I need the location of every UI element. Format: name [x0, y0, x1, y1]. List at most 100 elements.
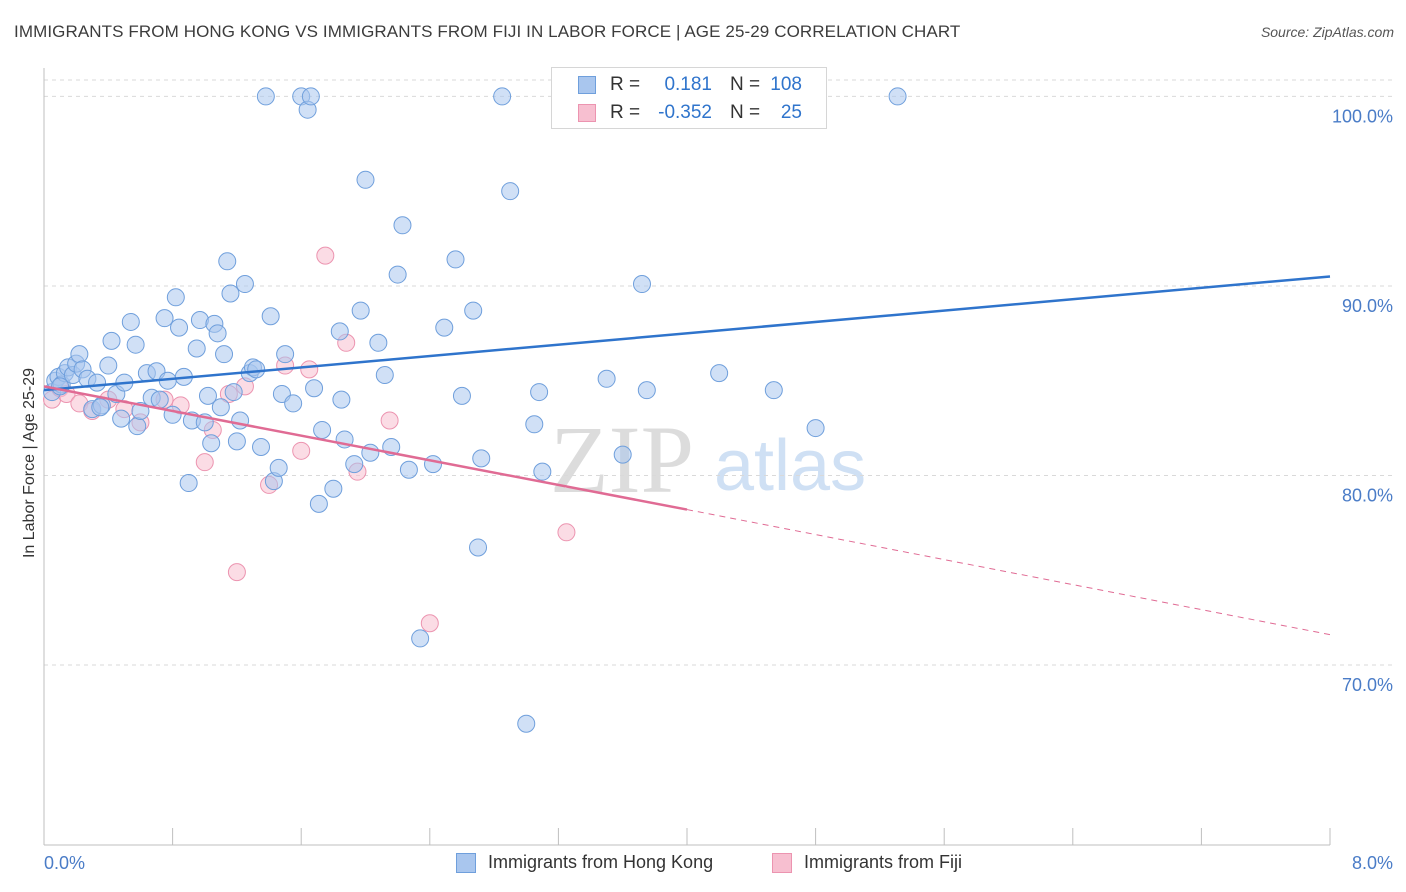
hong-kong-point: [411, 629, 430, 648]
fiji-point: [420, 614, 439, 633]
hong-kong-point: [399, 460, 418, 479]
hong-kong-point: [218, 252, 237, 271]
hong-kong-point: [472, 449, 491, 468]
legend-r-label: R =: [610, 102, 641, 123]
trend-lines: [43, 275, 1331, 636]
hong-kong-point: [493, 87, 512, 106]
fiji-point: [195, 453, 214, 472]
hong-kong-point: [227, 432, 246, 451]
hong-kong-point: [235, 275, 254, 294]
hong-kong-point: [424, 455, 443, 474]
axes: [43, 68, 1331, 846]
hong-kong-point: [221, 284, 240, 303]
hong-kong-point: [211, 398, 230, 417]
hong-kong-point: [888, 87, 907, 106]
hong-kong-point: [276, 345, 295, 364]
hong-kong-point: [231, 411, 250, 430]
hong-kong-point: [284, 394, 303, 413]
hong-kong-point: [51, 377, 70, 396]
hong-kong-point: [166, 288, 185, 307]
legend-swatch-pink: [578, 104, 596, 122]
legend-r-label: R =: [610, 74, 641, 95]
hong-kong-point: [533, 462, 552, 481]
bottom-legend-label: Immigrants from Fiji: [804, 852, 963, 872]
y-tick-label: 70.0%: [1342, 675, 1393, 695]
fiji-point: [557, 523, 576, 542]
hong-kong-point: [121, 312, 140, 331]
hong-kong-point: [202, 434, 221, 453]
hong-kong-point: [369, 333, 388, 352]
hong-kong-point: [198, 386, 217, 405]
legend-n-label: N =: [730, 74, 761, 95]
x-tick-label: 8.0%: [1352, 853, 1393, 873]
hong-kong-point: [215, 345, 234, 364]
hong-kong-point: [501, 182, 520, 201]
hong-kong-point: [806, 419, 825, 438]
x-tick-label: 0.0%: [44, 853, 85, 873]
legend-n-value: 108: [770, 74, 802, 95]
hong-kong-point: [388, 265, 407, 284]
hong-kong-point: [179, 474, 198, 493]
hong-kong-point: [252, 438, 271, 457]
legend-row-fiji: R = -0.352 N = 25: [552, 101, 826, 127]
hong-kong-point: [517, 714, 536, 733]
hong-kong-point: [150, 390, 169, 409]
hong-kong-point: [187, 339, 206, 358]
hong-kong-point: [91, 398, 110, 417]
hong-kong-point: [345, 455, 364, 474]
hong-kong-point: [99, 356, 118, 375]
hong-kong-point: [88, 373, 107, 392]
hong-kong-point: [710, 364, 729, 383]
hong-kong-point: [356, 170, 375, 189]
watermark: ZIP atlas: [550, 406, 866, 513]
hong-kong-point: [435, 318, 454, 337]
hong-kong-point: [126, 335, 145, 354]
hong-kong-point: [637, 381, 656, 400]
y-tick-label: 100.0%: [1332, 106, 1393, 126]
legend-n-label: N =: [730, 102, 761, 123]
hong-kong-points: [43, 87, 907, 733]
hong-kong-point: [324, 479, 343, 498]
hong-kong-point: [393, 216, 412, 235]
hong-kong-point: [301, 87, 320, 106]
hong-kong-point: [452, 386, 471, 405]
hong-kong-point: [530, 383, 549, 402]
hong-kong-point: [305, 379, 324, 398]
legend-r-value: -0.352: [658, 102, 712, 123]
hong-kong-point: [464, 301, 483, 320]
legend-row-hong-kong: R = 0.181 N = 108: [552, 73, 826, 99]
bottom-legend-swatch-blue: [456, 853, 476, 873]
fiji-point: [292, 441, 311, 460]
source-label: Source: ZipAtlas.com: [1260, 24, 1394, 40]
hong-kong-point: [469, 538, 488, 557]
hong-kong-point: [332, 390, 351, 409]
legend-n-value: 25: [780, 102, 802, 123]
hong-kong-trendline: [43, 275, 1331, 392]
hong-kong-point: [155, 309, 174, 328]
hong-kong-point: [102, 331, 121, 350]
y-tick-label: 80.0%: [1342, 485, 1393, 505]
hong-kong-point: [261, 307, 280, 326]
hong-kong-point: [309, 494, 328, 513]
fiji-trendline-extension: [686, 509, 1331, 636]
hong-kong-point: [247, 360, 266, 379]
hong-kong-point: [330, 322, 349, 341]
y-tick-label: 90.0%: [1342, 296, 1393, 316]
hong-kong-point: [351, 301, 370, 320]
chart-title: IMMIGRANTS FROM HONG KONG VS IMMIGRANTS …: [14, 22, 961, 41]
hong-kong-point: [525, 415, 544, 434]
fiji-point: [380, 411, 399, 430]
fiji-point: [227, 563, 246, 582]
bottom-legend-label: Immigrants from Hong Kong: [488, 852, 714, 872]
hong-kong-point: [224, 383, 243, 402]
hong-kong-point: [70, 345, 89, 364]
hong-kong-point: [313, 420, 332, 439]
fiji-points: [43, 246, 576, 633]
watermark-atlas: atlas: [714, 426, 866, 506]
fiji-trendline: [43, 385, 688, 511]
hong-kong-point: [446, 250, 465, 269]
hong-kong-point: [613, 445, 632, 464]
hong-kong-point: [632, 275, 651, 294]
hong-kong-point: [128, 417, 147, 436]
